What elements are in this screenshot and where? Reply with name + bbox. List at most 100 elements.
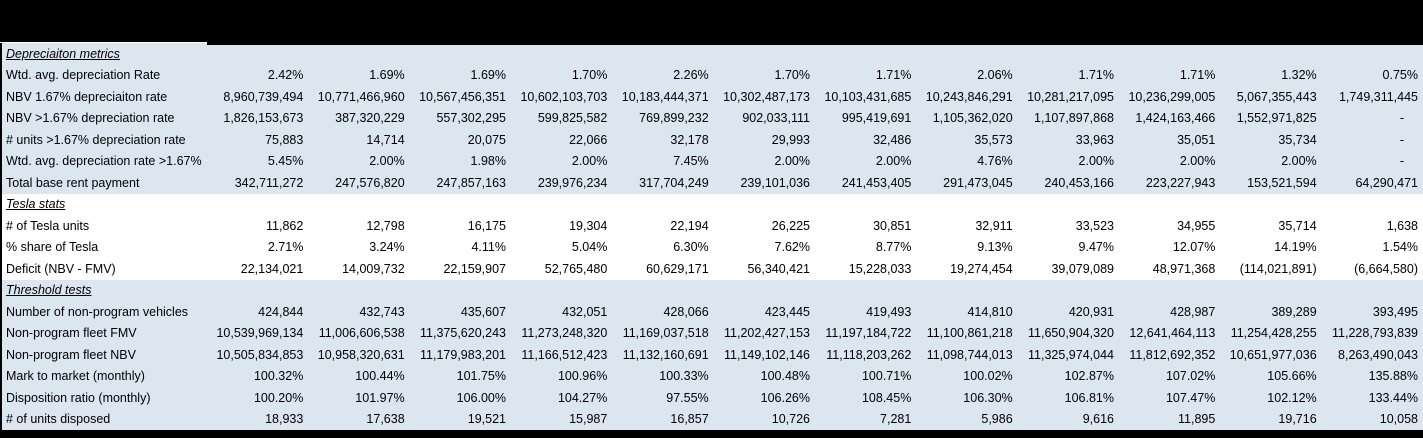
cell: 14.19% xyxy=(1274,240,1317,255)
cell: 10,539,969,134 xyxy=(216,326,304,341)
cell: 35,714 xyxy=(1278,218,1317,233)
row-label: Number of non-program vehicles xyxy=(6,304,189,319)
cell: 2.00% xyxy=(1281,154,1317,169)
cell: 102.12% xyxy=(1267,390,1317,405)
cell: 1,105,362,020 xyxy=(932,111,1013,126)
row-label: % share of Tesla xyxy=(6,240,99,255)
cell: 5.04% xyxy=(571,240,608,255)
cell: 3.24% xyxy=(369,240,405,255)
row-label: # units >1.67% depreciation rate xyxy=(6,132,186,147)
cell: 133.44% xyxy=(1368,390,1418,405)
cell: 101.97% xyxy=(355,390,405,405)
table-row: # of Tesla units 11,862 12,798 16,175 19,304… xyxy=(2,215,1423,237)
cell: 100.33% xyxy=(659,369,709,384)
cell: 15,228,033 xyxy=(848,261,912,276)
cell: 19,304 xyxy=(569,218,608,233)
cell: 11,375,620,243 xyxy=(420,326,506,341)
cell: 107.02% xyxy=(1165,369,1216,384)
cell: 423,445 xyxy=(764,304,810,319)
cell: 100.96% xyxy=(557,369,608,384)
cell: 2.26% xyxy=(673,68,709,83)
section-header-row: Tesla stats xyxy=(2,193,1423,215)
cell: 11,179,983,201 xyxy=(420,347,506,362)
cell: 435,607 xyxy=(460,304,506,319)
cell: 48,971,368 xyxy=(1152,261,1216,276)
cell: 419,493 xyxy=(866,304,912,319)
cell: - xyxy=(1399,132,1404,147)
cell: 2.00% xyxy=(369,154,405,169)
cell: 102.87% xyxy=(1064,369,1114,384)
cell: 11,862 xyxy=(266,218,304,233)
cell: 135.88% xyxy=(1368,369,1418,384)
cell: 1,826,153,673 xyxy=(223,111,304,126)
table-row: # units >1.67% depreciation rate 75,883 14… xyxy=(2,129,1423,151)
cell: 12,798 xyxy=(366,218,405,233)
cell: 11,118,203,262 xyxy=(826,347,912,362)
table-row: Total base rent payment 342,711,272 247,57… xyxy=(2,172,1423,194)
cell: 11,202,427,153 xyxy=(724,326,810,341)
cell: 11,228,793,839 xyxy=(1332,326,1418,341)
cell: 10,183,444,371 xyxy=(621,89,709,104)
cell: 247,857,163 xyxy=(436,175,506,190)
cell: 1,107,897,868 xyxy=(1034,111,1114,126)
section-header-label: Depreciaiton metrics xyxy=(6,46,120,61)
cell: 1.70% xyxy=(774,68,810,83)
cell: 22,134,021 xyxy=(240,261,304,276)
cell: 1.70% xyxy=(571,68,608,83)
cell: 432,051 xyxy=(562,304,608,319)
cell: 10,058 xyxy=(1379,412,1418,427)
cell: 22,066 xyxy=(569,132,608,147)
cell: 11,006,606,538 xyxy=(318,326,405,341)
cell: 11,812,692,352 xyxy=(1129,347,1216,362)
cell: 389,289 xyxy=(1271,304,1317,319)
cell: 100.71% xyxy=(861,369,912,384)
cell: 1.69% xyxy=(470,68,506,83)
cell: 247,576,820 xyxy=(335,175,405,190)
cell: 7.62% xyxy=(774,240,810,255)
row-label: NBV >1.67% depreciation rate xyxy=(6,111,175,126)
cell: 100.20% xyxy=(253,390,304,405)
section-header-row: Depreciaiton metrics xyxy=(2,43,1423,65)
cell: 11,166,512,423 xyxy=(521,347,608,362)
cell: 428,987 xyxy=(1170,304,1216,319)
cell: 1.71% xyxy=(1078,68,1114,83)
cell: 11,895 xyxy=(1178,412,1216,427)
cell: 10,505,834,853 xyxy=(216,347,304,362)
cell: 240,453,166 xyxy=(1044,175,1114,190)
table-row: Non-program fleet FMV 10,539,969,134 11,00… xyxy=(2,322,1423,344)
table-row: Non-program fleet NBV 10,505,834,853 10,95… xyxy=(2,344,1423,366)
cell: 5,986 xyxy=(981,412,1013,427)
cell: 239,976,234 xyxy=(537,175,608,190)
cell: 393,495 xyxy=(1372,304,1418,319)
cell: 39,079,089 xyxy=(1051,261,1114,276)
cell: 10,281,217,095 xyxy=(1027,89,1114,104)
cell: 7.45% xyxy=(673,154,709,169)
cell: 11,325,974,044 xyxy=(1028,347,1114,362)
row-label: Wtd. avg. depreciation Rate xyxy=(6,68,161,83)
cell: 60,629,171 xyxy=(646,261,709,276)
row-label: Disposition ratio (monthly) xyxy=(6,390,151,405)
cell: - xyxy=(1399,154,1404,169)
cell: 420,931 xyxy=(1068,304,1114,319)
cell: 424,844 xyxy=(258,304,304,319)
cell: 5.45% xyxy=(267,154,304,169)
cell: 8.77% xyxy=(875,240,912,255)
table-row: Disposition ratio (monthly) 100.20% 101.97… xyxy=(2,387,1423,409)
cell: 342,711,272 xyxy=(234,175,304,190)
cell: 432,743 xyxy=(359,304,405,319)
cell: 11,650,904,320 xyxy=(1028,326,1114,341)
cell: 100.44% xyxy=(355,369,405,384)
cell: 0.75% xyxy=(1382,68,1418,83)
cell: 12,641,464,113 xyxy=(1129,326,1216,341)
cell: 106.26% xyxy=(760,390,810,405)
cell: 100.32% xyxy=(253,369,304,384)
cell: 34,955 xyxy=(1177,218,1216,233)
cell: 18,933 xyxy=(265,412,304,427)
row-label: Non-program fleet NBV xyxy=(6,347,136,362)
cell: 33,963 xyxy=(1075,132,1114,147)
cell: 223,227,943 xyxy=(1145,175,1216,190)
cell: 10,771,466,960 xyxy=(317,89,405,104)
cell: 2.06% xyxy=(977,68,1013,83)
cell: 19,521 xyxy=(467,412,506,427)
